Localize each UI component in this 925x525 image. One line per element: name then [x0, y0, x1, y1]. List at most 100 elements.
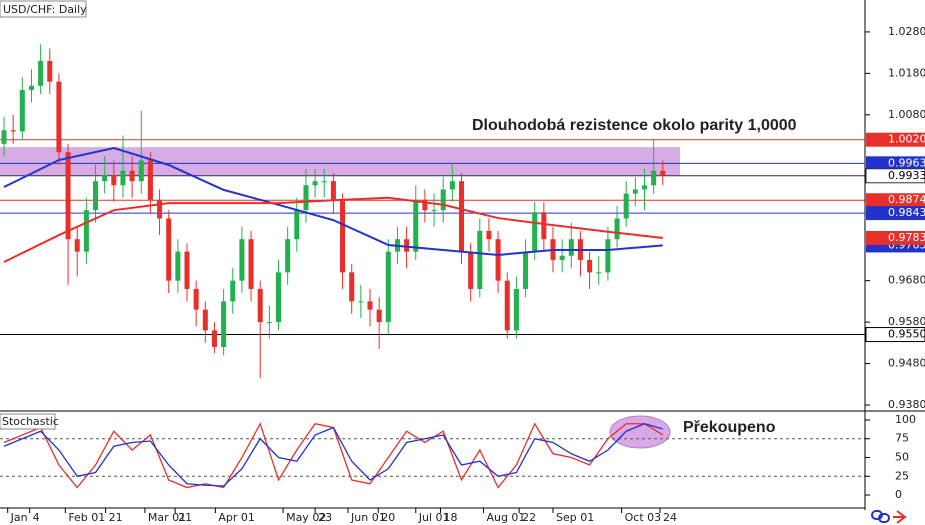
candle-body	[468, 251, 474, 289]
price-tag-label: 0.9843	[888, 206, 925, 219]
candle-body	[10, 130, 16, 132]
price-tag-label: 0.9550	[888, 328, 925, 341]
candle-body	[422, 199, 428, 211]
y-tick-label: 100	[895, 413, 916, 426]
candle-body	[568, 239, 574, 256]
candle-body	[623, 193, 629, 219]
moving-average	[3, 146, 663, 256]
candle-body	[440, 189, 446, 211]
candle-body	[651, 170, 657, 186]
candle-body	[587, 259, 593, 273]
y-tick-label: 1.0280	[888, 25, 925, 38]
x-tick-label: 22	[522, 511, 536, 524]
candle-body	[102, 174, 108, 182]
candle-body	[404, 239, 410, 252]
panel-title: Stochastic	[2, 415, 59, 428]
y-tick-label: 75	[895, 432, 909, 445]
candle-body	[157, 199, 163, 219]
candle-body	[285, 239, 291, 273]
y-tick-label: 50	[895, 450, 909, 463]
candle-body	[358, 301, 364, 303]
candle-body	[221, 301, 227, 347]
candle-body	[541, 212, 547, 240]
candle-body	[312, 181, 318, 186]
candle-body	[632, 189, 638, 194]
candle-body	[184, 251, 190, 289]
candle-body	[129, 170, 135, 182]
moving-average	[3, 196, 663, 263]
candle-body	[504, 280, 510, 331]
title-box	[0, 413, 56, 430]
link-icon[interactable]	[871, 510, 890, 523]
candle-body	[513, 288, 519, 331]
y-tick-label: 0.9480	[888, 357, 925, 370]
candle-body	[111, 174, 117, 186]
annotation: Překoupeno	[683, 419, 776, 436]
candle-body	[147, 160, 153, 200]
price-tag-label: 0.9783	[888, 231, 925, 244]
y-tick-label: 0.9380	[888, 398, 925, 411]
candle-body	[449, 181, 455, 190]
candle-body	[1, 130, 7, 144]
price-tag-label: 0.9933	[888, 169, 925, 182]
candle-body	[193, 288, 199, 310]
candle-body	[65, 152, 71, 240]
candle-body	[93, 181, 99, 211]
x-tick-label: Oct 03	[625, 511, 662, 524]
candle-body	[413, 199, 419, 252]
candle-body	[239, 239, 245, 281]
x-tick-label: Jan	[10, 511, 28, 524]
price-tag	[866, 132, 925, 147]
price-tag-label: 0.9963	[888, 156, 925, 169]
x-tick-label: 23	[318, 511, 332, 524]
candle-body	[120, 170, 126, 186]
annotation: Dlouhodobá rezistence okolo parity 1,000…	[472, 117, 797, 134]
x-tick-label: May 02	[286, 511, 326, 524]
x-tick-label: 18	[443, 511, 457, 524]
candle-body	[495, 239, 501, 281]
candle-body	[257, 288, 263, 323]
x-tick-label: Aug 01	[486, 511, 525, 524]
stochastic-line	[3, 423, 663, 487]
candle-body	[19, 89, 25, 132]
candle-body	[614, 218, 620, 240]
candle-body	[605, 239, 611, 273]
price-tag	[865, 327, 925, 343]
stochastic-panel: 100 75 50 25 0	[0, 413, 916, 501]
price-tag	[866, 230, 925, 245]
candle-body	[523, 251, 529, 289]
candle-body	[294, 210, 300, 240]
candle-body	[38, 60, 44, 86]
x-tick-label: 24	[663, 511, 677, 524]
price-tag	[866, 156, 925, 171]
candle-body	[83, 210, 89, 252]
candle-body	[367, 301, 373, 310]
candle-body	[47, 60, 53, 82]
candle-body	[266, 322, 272, 324]
candle-body	[486, 230, 492, 240]
candle-body	[330, 181, 336, 200]
candle-body	[138, 160, 144, 182]
candle-body	[596, 272, 602, 274]
candle-body	[458, 181, 465, 252]
candle-body	[321, 181, 327, 183]
y-tick-label: 1.0080	[888, 108, 925, 121]
price-tag	[865, 168, 925, 184]
overbought-highlight	[609, 415, 671, 449]
candle-body	[230, 280, 236, 302]
price-tag	[866, 206, 925, 221]
x-tick-label: 21	[178, 511, 192, 524]
price-tag-label: 1.0020	[888, 133, 925, 146]
arrow-icon[interactable]	[893, 510, 907, 524]
price-panel: 1.0280 1.0180 1.0080 0.9680 0.9580 0.9480 0.93…	[0, 25, 925, 411]
y-tick-label: 1.0180	[888, 66, 925, 79]
candle-body	[166, 218, 172, 281]
candle-body	[74, 239, 80, 252]
candle-body	[477, 230, 483, 289]
chart-title: USD/CHF: Daily	[3, 3, 87, 16]
candle-body	[202, 309, 208, 331]
candle-body	[175, 251, 181, 281]
candle-body	[56, 81, 62, 153]
